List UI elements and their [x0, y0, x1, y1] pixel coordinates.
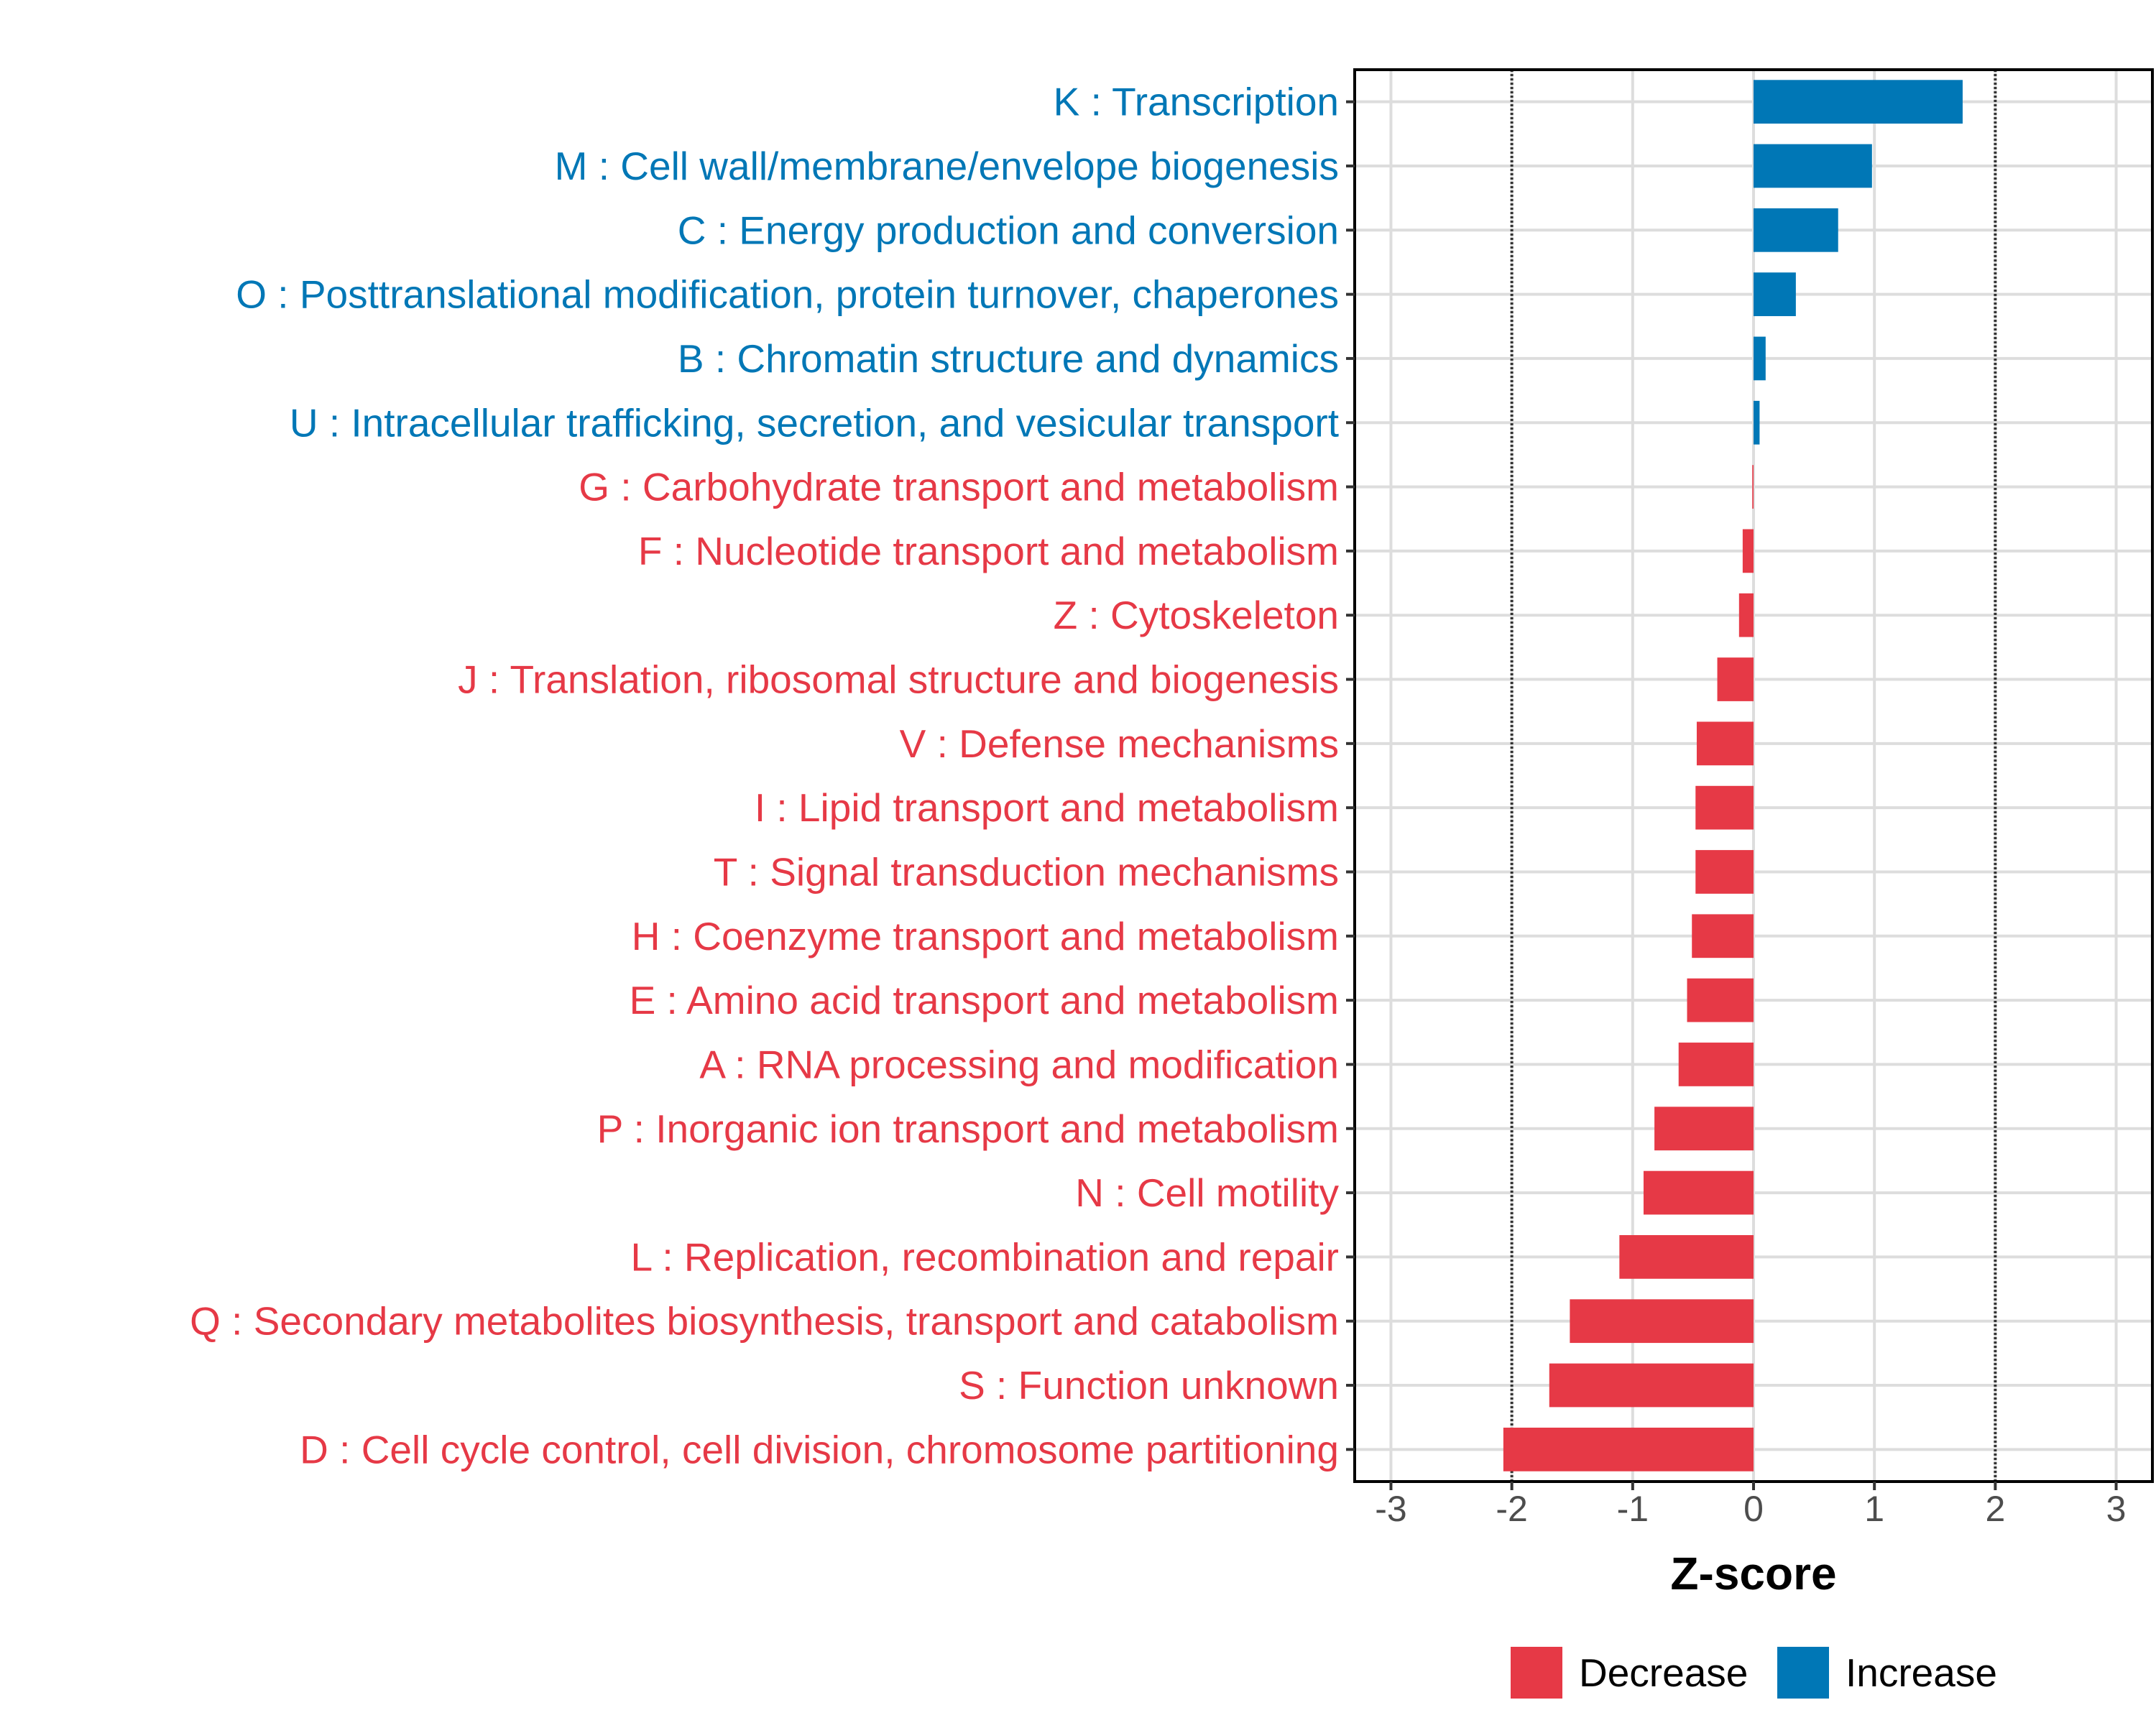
bar [1695, 850, 1754, 894]
bar [1549, 1363, 1754, 1408]
category-label: H : Coenzyme transport and metabolism [632, 914, 1339, 958]
category-label: L : Replication, recombination and repai… [631, 1234, 1339, 1279]
category-label: G : Carbohydrate transport and metabolis… [579, 465, 1339, 509]
category-label: U : Intracellular trafficking, secretion… [290, 400, 1339, 445]
x-tick-label: -2 [1496, 1489, 1527, 1529]
category-label: P : Inorganic ion transport and metaboli… [597, 1106, 1339, 1151]
bar [1754, 208, 1838, 252]
bar [1717, 657, 1754, 701]
category-label: M : Cell wall/membrane/envelope biogenes… [555, 144, 1339, 188]
bar [1654, 1106, 1754, 1151]
bar [1752, 465, 1754, 509]
legend-key [1777, 1647, 1829, 1699]
category-label: V : Defense mechanisms [900, 721, 1339, 766]
bar [1678, 1043, 1754, 1086]
x-tick-label: -1 [1617, 1489, 1649, 1529]
x-tick-label: 0 [1743, 1489, 1764, 1529]
category-label: D : Cell cycle control, cell division, c… [300, 1427, 1339, 1471]
category-label: I : Lipid transport and metabolism [755, 785, 1339, 830]
category-label: N : Cell motility [1075, 1170, 1339, 1215]
category-labels: K : Transcription M : Cell wall/membrane/… [190, 80, 1355, 1471]
x-tick-label: 1 [1864, 1489, 1884, 1529]
category-label: A : RNA processing and modification [699, 1042, 1339, 1086]
legend-key [1511, 1647, 1562, 1699]
bar [1643, 1170, 1754, 1215]
bar [1738, 593, 1754, 637]
bar [1754, 336, 1766, 381]
category-label: Z : Cytoskeleton [1054, 593, 1339, 637]
category-label: S : Function unknown [959, 1363, 1339, 1408]
bar [1754, 272, 1796, 316]
bar [1619, 1235, 1754, 1279]
bar [1696, 721, 1754, 766]
bar [1503, 1427, 1754, 1471]
bar [1687, 978, 1754, 1022]
x-axis-title: Z-score [1670, 1548, 1836, 1599]
legend: Decrease Increase [1511, 1647, 1997, 1699]
x-axis: -3 -2 -1 0 1 2 3 Z-score [1375, 1482, 2126, 1599]
x-tick-label: 3 [2106, 1489, 2127, 1529]
category-label: J : Translation, ribosomal structure and… [458, 657, 1339, 702]
category-label: K : Transcription [1054, 80, 1339, 124]
category-label: F : Nucleotide transport and metabolism [638, 529, 1339, 573]
bar [1695, 785, 1754, 830]
legend-label: Increase [1846, 1650, 1997, 1695]
bar [1692, 914, 1754, 958]
legend-label: Decrease [1579, 1650, 1748, 1695]
category-label: Q : Secondary metabolites biosynthesis, … [190, 1299, 1339, 1344]
bar [1570, 1299, 1754, 1344]
category-label: B : Chromatin structure and dynamics [678, 336, 1339, 381]
category-label: O : Posttranslational modification, prot… [236, 272, 1339, 317]
bar [1754, 400, 1760, 445]
bar [1742, 529, 1754, 573]
bar [1754, 80, 1963, 124]
bars [1503, 80, 1963, 1471]
category-label: T : Signal transduction mechanisms [714, 849, 1339, 894]
category-label: E : Amino acid transport and metabolism [630, 978, 1339, 1022]
x-tick-label: -3 [1375, 1489, 1406, 1529]
bar [1754, 144, 1872, 188]
x-tick-label: 2 [1985, 1489, 2005, 1529]
category-label: C : Energy production and conversion [678, 208, 1339, 252]
